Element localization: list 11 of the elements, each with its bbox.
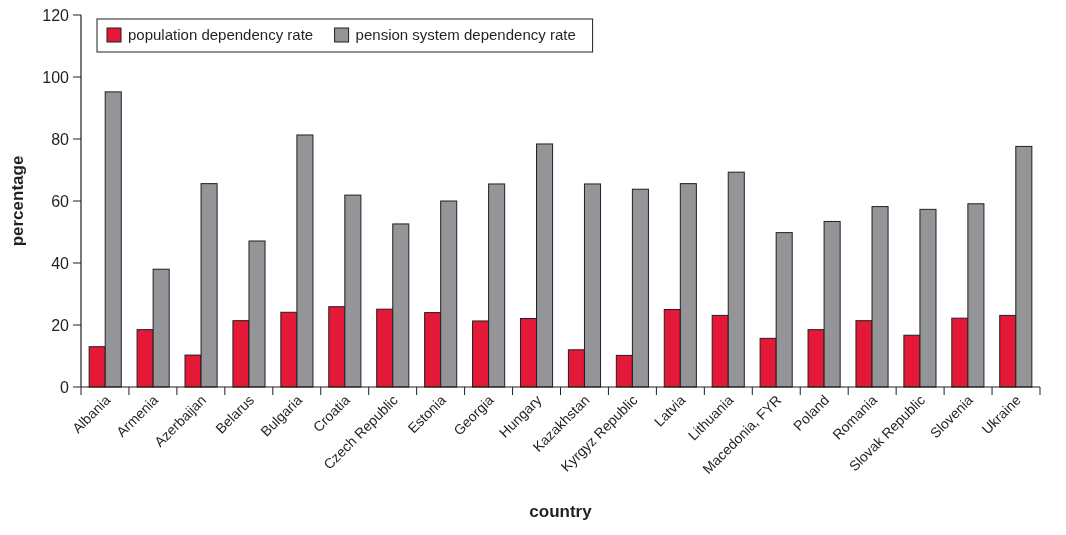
y-tick-label: 20: [51, 316, 70, 334]
x-axis-title: country: [529, 502, 593, 521]
y-tick-label: 40: [51, 254, 70, 272]
y-tick-label: 0: [60, 378, 70, 396]
y-tick-label: 80: [51, 130, 70, 148]
y-tick-label: 120: [42, 6, 70, 24]
legend-label: pension system dependency rate: [355, 26, 576, 43]
y-tick-label: 60: [51, 192, 70, 210]
y-axis-title: percentage: [8, 155, 27, 247]
legend-label: population dependency rate: [128, 26, 314, 43]
y-tick-label: 100: [42, 68, 70, 86]
